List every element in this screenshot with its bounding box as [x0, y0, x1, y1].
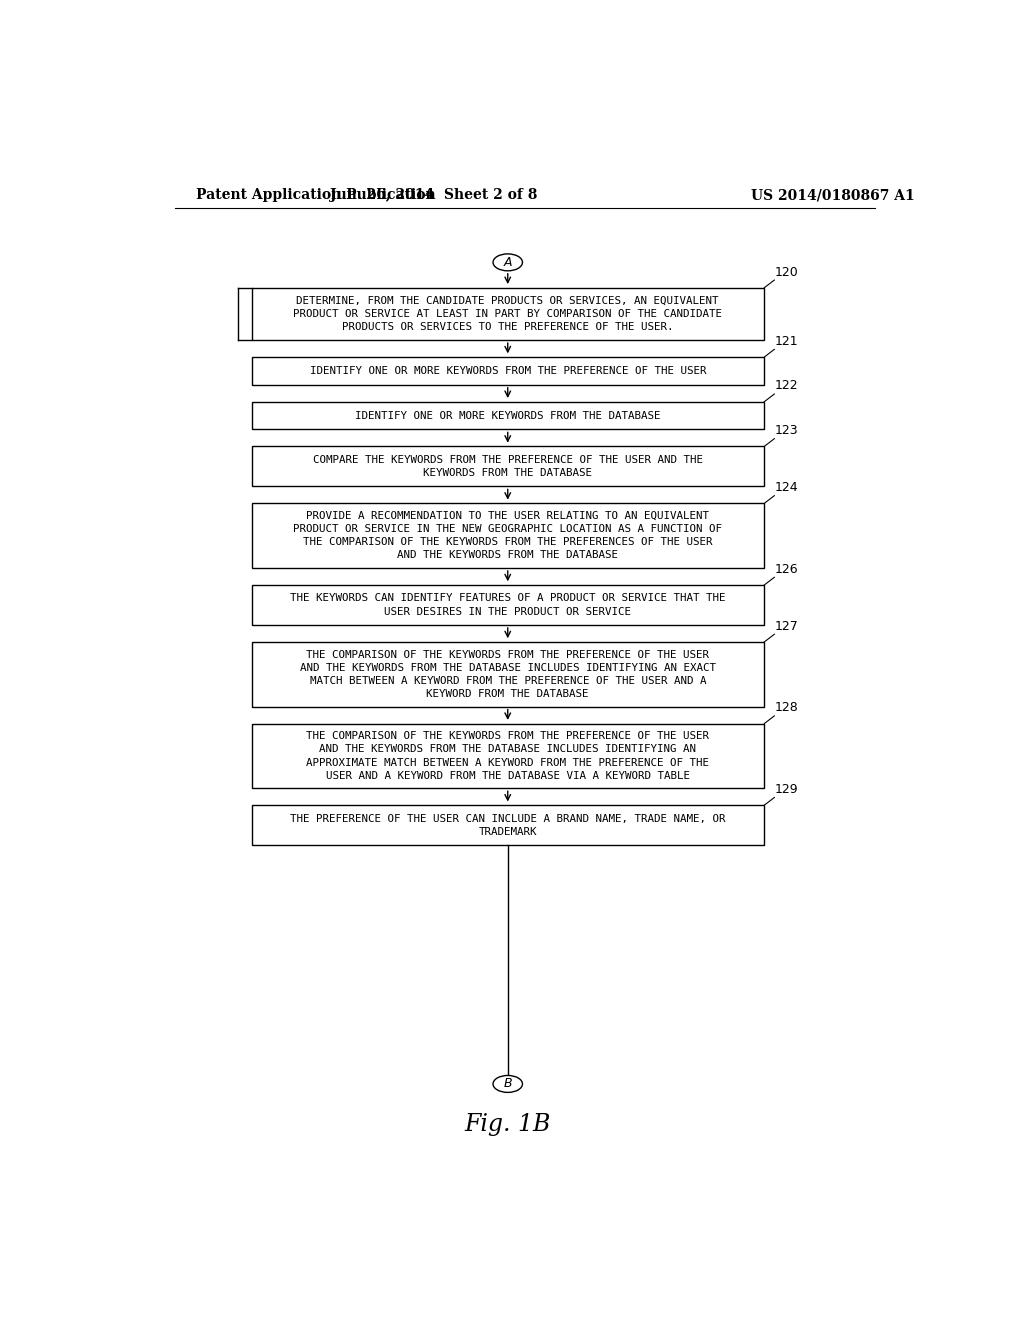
- Text: 124: 124: [774, 480, 798, 494]
- Bar: [252, 805, 764, 845]
- Ellipse shape: [493, 1076, 522, 1093]
- Text: COMPARE THE KEYWORDS FROM THE PREFERENCE OF THE USER AND THE
KEYWORDS FROM THE D: COMPARE THE KEYWORDS FROM THE PREFERENCE…: [312, 455, 702, 478]
- Text: Jun. 26, 2014  Sheet 2 of 8: Jun. 26, 2014 Sheet 2 of 8: [331, 189, 538, 202]
- Text: THE COMPARISON OF THE KEYWORDS FROM THE PREFERENCE OF THE USER
AND THE KEYWORDS : THE COMPARISON OF THE KEYWORDS FROM THE …: [306, 731, 710, 780]
- Ellipse shape: [493, 253, 522, 271]
- Text: THE KEYWORDS CAN IDENTIFY FEATURES OF A PRODUCT OR SERVICE THAT THE
USER DESIRES: THE KEYWORDS CAN IDENTIFY FEATURES OF A …: [290, 594, 725, 616]
- Text: 123: 123: [774, 424, 798, 437]
- Bar: [252, 503, 764, 568]
- Text: IDENTIFY ONE OR MORE KEYWORDS FROM THE DATABASE: IDENTIFY ONE OR MORE KEYWORDS FROM THE D…: [355, 411, 660, 421]
- Text: THE COMPARISON OF THE KEYWORDS FROM THE PREFERENCE OF THE USER
AND THE KEYWORDS : THE COMPARISON OF THE KEYWORDS FROM THE …: [300, 649, 716, 700]
- Bar: [252, 642, 764, 706]
- Text: IDENTIFY ONE OR MORE KEYWORDS FROM THE PREFERENCE OF THE USER: IDENTIFY ONE OR MORE KEYWORDS FROM THE P…: [309, 366, 706, 376]
- Bar: [252, 358, 764, 385]
- Text: 127: 127: [774, 619, 798, 632]
- Bar: [252, 288, 764, 341]
- Text: 120: 120: [774, 265, 798, 279]
- Text: PROVIDE A RECOMMENDATION TO THE USER RELATING TO AN EQUIVALENT
PRODUCT OR SERVIC: PROVIDE A RECOMMENDATION TO THE USER REL…: [293, 511, 722, 561]
- Bar: [252, 446, 764, 487]
- Text: THE PREFERENCE OF THE USER CAN INCLUDE A BRAND NAME, TRADE NAME, OR
TRADEMARK: THE PREFERENCE OF THE USER CAN INCLUDE A…: [290, 813, 725, 837]
- Bar: [252, 401, 764, 429]
- Text: 126: 126: [774, 562, 798, 576]
- Text: US 2014/0180867 A1: US 2014/0180867 A1: [752, 189, 915, 202]
- Text: A: A: [504, 256, 512, 269]
- Text: B: B: [504, 1077, 512, 1090]
- Text: 128: 128: [774, 701, 798, 714]
- Text: 129: 129: [774, 783, 798, 796]
- Text: 121: 121: [774, 335, 798, 348]
- Text: DETERMINE, FROM THE CANDIDATE PRODUCTS OR SERVICES, AN EQUIVALENT
PRODUCT OR SER: DETERMINE, FROM THE CANDIDATE PRODUCTS O…: [293, 296, 722, 333]
- Text: Fig. 1B: Fig. 1B: [465, 1113, 551, 1137]
- Bar: [252, 723, 764, 788]
- Text: 122: 122: [774, 379, 798, 392]
- Text: Patent Application Publication: Patent Application Publication: [197, 189, 436, 202]
- Bar: [252, 585, 764, 626]
